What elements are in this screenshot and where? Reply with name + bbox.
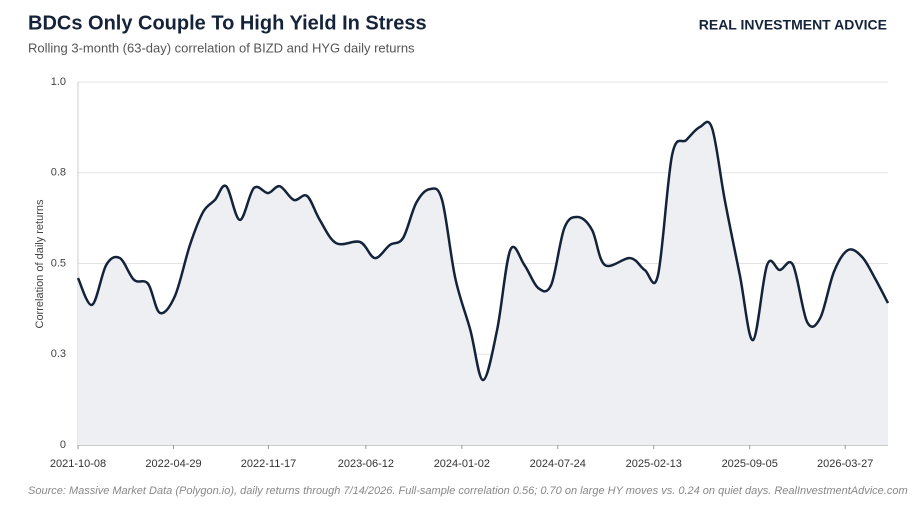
y-axis-label: Correlation of daily returns	[34, 199, 46, 329]
x-tick-label: 2025-09-05	[722, 458, 778, 470]
x-tick-label: 2021-10-08	[50, 458, 106, 470]
y-tick-label: 0	[60, 439, 66, 451]
source-note: Source: Massive Market Data (Polygon.io)…	[28, 485, 908, 497]
x-tick-label: 2026-03-27	[817, 458, 873, 470]
x-tick-label: 2024-01-02	[434, 458, 490, 470]
y-tick-label: 0.5	[51, 257, 66, 269]
y-tick-label: 1.0	[51, 76, 66, 88]
brand: REAL INVESTMENT ADVICE	[699, 17, 887, 33]
x-tick-label: 2022-04-29	[145, 458, 201, 470]
x-tick-label: 2023-06-12	[338, 458, 394, 470]
chart-subtitle: Rolling 3-month (63-day) correlation of …	[28, 40, 415, 55]
y-tick-label: 0.3	[51, 348, 66, 360]
x-tick-label: 2024-07-24	[530, 458, 586, 470]
line	[76, 120, 890, 382]
x-tick-label: 2022-11-17	[241, 458, 296, 470]
y-tick-label: 0.8	[51, 167, 66, 179]
chart-title: BDCs Only Couple To High Yield In Stress	[28, 12, 427, 34]
area	[78, 121, 888, 445]
x-tick-label: 2025-02-13	[626, 458, 682, 470]
